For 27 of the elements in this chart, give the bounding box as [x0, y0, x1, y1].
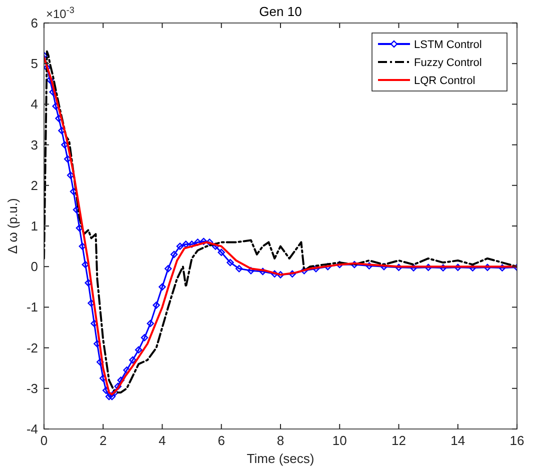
y-tick-label: -1	[26, 300, 38, 315]
x-tick-label: 8	[276, 433, 284, 448]
x-tick-label: 16	[510, 433, 524, 448]
x-tick-label: 12	[392, 433, 406, 448]
y-tick-label: 1	[30, 218, 38, 234]
y-tick-label: 2	[30, 178, 38, 193]
y-tick-label: -3	[26, 380, 38, 396]
y-tick-label: 3	[30, 137, 38, 152]
x-tick-label: 4	[158, 433, 166, 448]
y-tick-label: 5	[30, 56, 38, 72]
chart-title: Gen 10	[259, 4, 302, 19]
y-axis-title: Δ ω (p.u.)	[5, 198, 20, 254]
x-axis-title: Time (secs)	[246, 451, 314, 466]
x-tick-label: 6	[218, 433, 225, 448]
x-tick-label: 2	[100, 433, 107, 448]
legend-label: LQR Control	[414, 75, 476, 87]
y-tick-label: 0	[30, 259, 38, 274]
x-tick-label: 10	[332, 433, 347, 448]
y-tick-label: 6	[30, 16, 38, 30]
y-tick-label: 4	[30, 96, 38, 112]
x-tick-label: 14	[450, 433, 466, 448]
x-tick-label: 0	[40, 433, 48, 448]
y-tick-label: -4	[26, 422, 38, 436]
text: ×10$^{-3}$	[46, 5, 74, 21]
y-tick-label: -2	[26, 340, 38, 356]
legend-label: LSTM Control	[414, 39, 482, 51]
legend-label: Fuzzy Control	[414, 57, 482, 69]
